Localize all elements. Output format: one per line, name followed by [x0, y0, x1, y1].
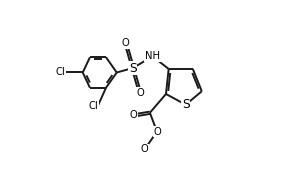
Text: O: O [141, 144, 148, 154]
Text: S: S [182, 98, 190, 111]
Text: Cl: Cl [88, 101, 98, 111]
Text: O: O [136, 88, 144, 98]
Text: Cl: Cl [55, 67, 65, 78]
Text: O: O [153, 127, 161, 137]
Text: O: O [122, 38, 129, 48]
Text: O: O [130, 110, 138, 120]
Text: S: S [129, 62, 137, 74]
Text: O: O [141, 144, 148, 154]
Text: NH: NH [145, 51, 160, 61]
